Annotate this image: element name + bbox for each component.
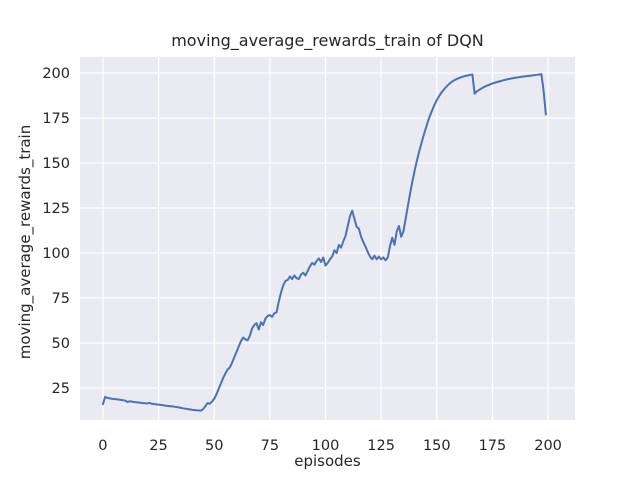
x-tick-label: 100 [312, 438, 340, 454]
y-tick-labels: 25 50 75 100 125 150 175 200 [42, 66, 70, 397]
data-line [101, 73, 547, 412]
x-tick-label: 150 [423, 438, 451, 454]
y-tick-label: 200 [42, 66, 70, 82]
y-tick-label: 150 [42, 156, 70, 172]
x-tick-label: 125 [367, 438, 395, 454]
data-line-group [101, 73, 547, 412]
y-tick-label: 25 [52, 381, 70, 397]
y-tick-label: 50 [52, 336, 70, 352]
x-tick-label: 175 [479, 438, 507, 454]
y-tick-label: 100 [42, 246, 70, 262]
y-axis-label: moving_average_rewards_train [16, 125, 35, 359]
plot-area [80, 57, 575, 420]
x-tick-label: 0 [98, 438, 107, 454]
x-tick-label: 200 [534, 438, 562, 454]
y-tick-label: 125 [42, 201, 70, 217]
y-tick-label: 175 [42, 111, 70, 127]
x-tick-label: 50 [205, 438, 223, 454]
x-tick-label: 25 [149, 438, 167, 454]
chart-title: moving_average_rewards_train of DQN [171, 31, 484, 51]
gridlines [80, 57, 575, 420]
x-tick-label: 75 [261, 438, 279, 454]
y-tick-label: 75 [52, 291, 70, 307]
x-tick-labels: 0 25 50 75 100 125 150 175 200 [98, 438, 562, 454]
x-axis-label: episodes [294, 452, 361, 470]
